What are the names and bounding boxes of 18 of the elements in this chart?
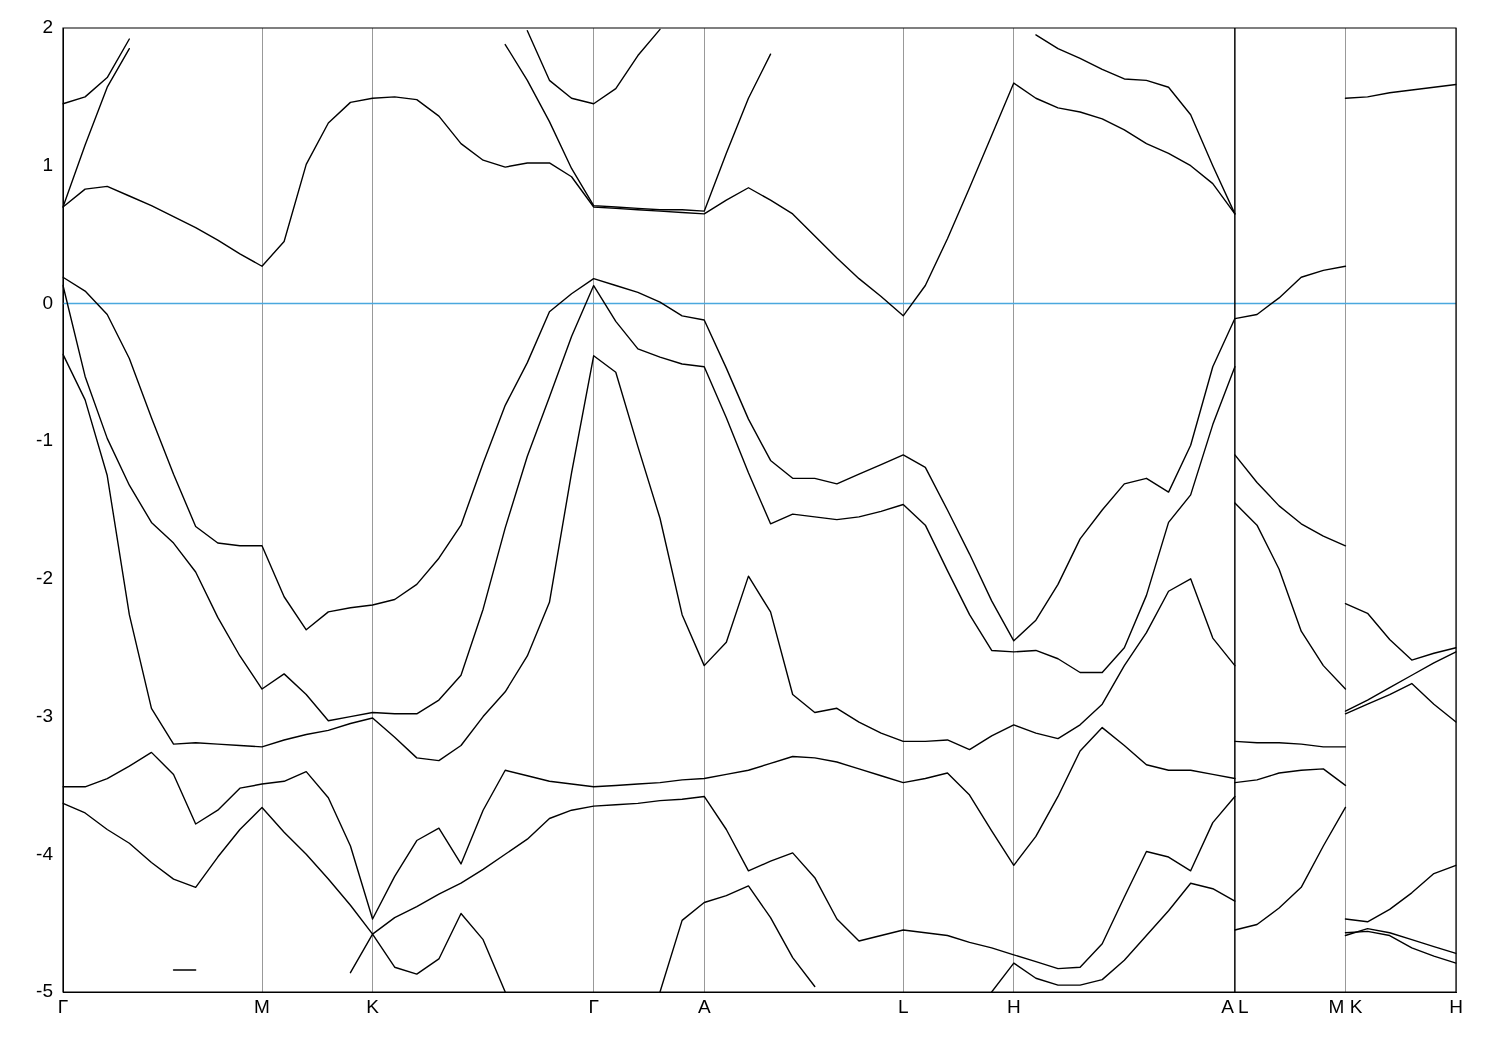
x-tick-label: A [697, 995, 711, 1017]
x-tick-label: A L [1221, 995, 1249, 1017]
y-tick-label: 2 [42, 16, 53, 38]
x-tick-label: M [254, 995, 270, 1017]
x-tick-label: Γ [588, 995, 599, 1017]
y-tick-label: -4 [36, 842, 54, 864]
y-tick-label: -2 [36, 567, 53, 589]
x-tick-label: Γ [57, 995, 69, 1017]
x-tick-label: L [897, 995, 909, 1017]
x-tick-label: K [366, 995, 380, 1017]
x-tick-label: M K [1328, 995, 1363, 1017]
x-tick-label: H [1006, 995, 1021, 1017]
x-tick-label: H [1449, 995, 1463, 1017]
y-tick-label: -5 [36, 980, 53, 1002]
y-tick-label: 0 [42, 291, 53, 313]
y-tick-label: -3 [36, 704, 53, 726]
y-tick-label: 1 [42, 153, 53, 175]
y-tick-label: -1 [36, 429, 53, 451]
